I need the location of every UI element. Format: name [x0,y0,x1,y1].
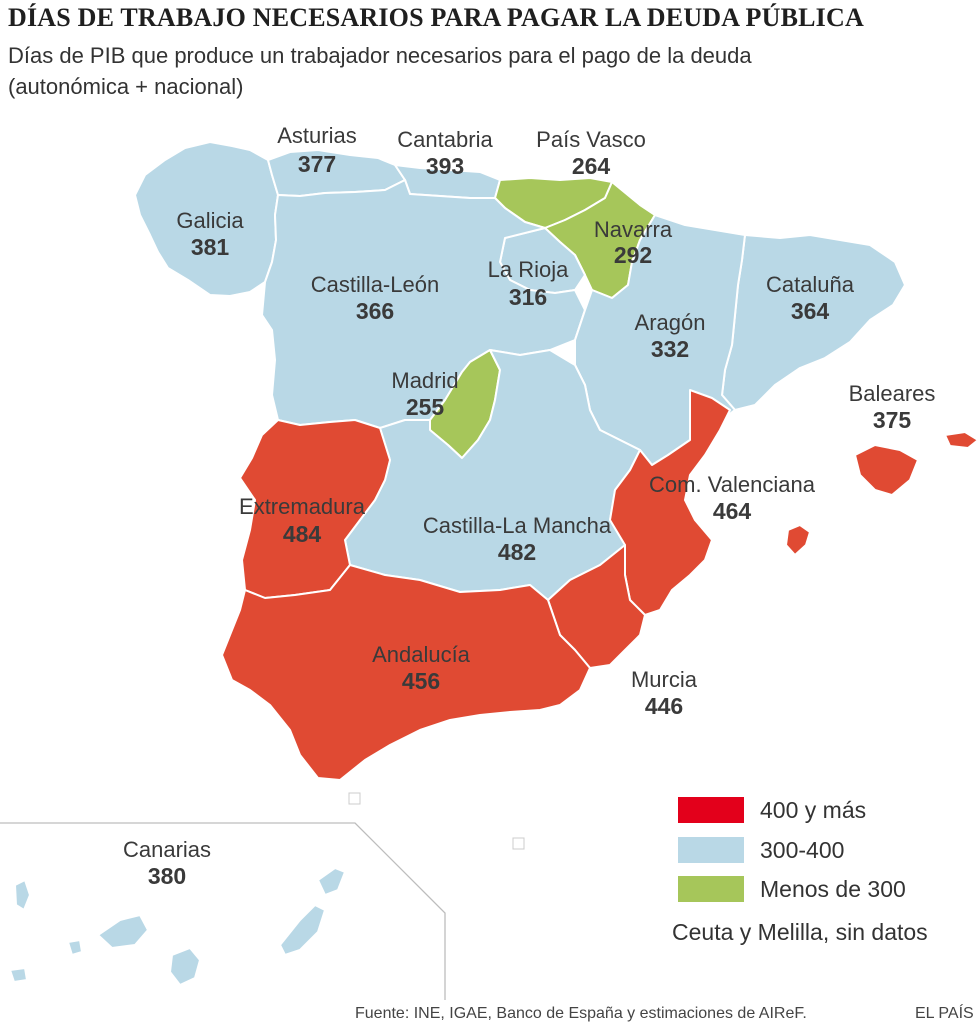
svg-text:Cantabria: Cantabria [397,127,493,152]
label-castilla-la-mancha: Castilla-La Mancha 482 [423,513,612,565]
svg-text:482: 482 [498,539,536,565]
svg-text:484: 484 [283,521,322,547]
page-title: DÍAS DE TRABAJO NECESARIOS PARA PAGAR LA… [8,3,864,32]
region-canarias-la-palma [14,879,31,911]
region-canarias-lanzarote [317,867,346,896]
label-canarias: Canarias 380 [123,837,211,889]
svg-text:La Rioja: La Rioja [488,257,569,282]
region-canarias-el-hierro [9,967,28,983]
svg-text:Aragón: Aragón [635,310,706,335]
legend-swatch-high [678,797,744,823]
svg-text:Cataluña: Cataluña [766,272,855,297]
melilla-marker [512,837,525,850]
legend-item-high: 400 y más [678,795,866,825]
svg-text:Navarra: Navarra [594,217,673,242]
legend-swatch-mid [678,837,744,863]
region-canarias-la-gomera [67,939,83,956]
svg-text:380: 380 [148,863,186,889]
label-murcia: Murcia 446 [631,667,698,719]
svg-text:375: 375 [873,407,912,433]
label-aragon: Aragón 332 [635,310,706,362]
svg-text:364: 364 [791,298,830,324]
region-canarias-gran-canaria [169,947,201,986]
legend-item-low: Menos de 300 [678,874,906,904]
label-galicia: Galicia 381 [176,208,244,260]
svg-text:446: 446 [645,693,683,719]
page-subtitle: Días de PIB que produce un trabajador ne… [8,43,752,99]
svg-text:Com. Valenciana: Com. Valenciana [649,472,816,497]
legend-label-high: 400 y más [760,796,867,823]
svg-text:255: 255 [406,394,445,420]
legend-label-mid: 300-400 [760,836,845,863]
brand-credit: EL PAÍS [915,1005,974,1022]
region-canarias-tenerife [97,914,149,949]
svg-text:Asturias: Asturias [277,123,356,148]
label-madrid: Madrid 255 [391,368,458,420]
region-baleares-menorca [944,431,979,449]
label-valenciana: Com. Valenciana 464 [649,472,816,524]
legend-swatch-low [678,876,744,902]
source-note: Fuente: INE, IGAE, Banco de España y est… [355,1005,807,1022]
legend-item-mid: 300-400 [678,835,844,865]
svg-text:381: 381 [191,234,230,260]
svg-text:332: 332 [651,336,689,362]
svg-text:Extremadura: Extremadura [239,494,366,519]
label-andalucia: Andalucía 456 [372,642,471,694]
label-asturias: Asturias 377 [277,123,356,177]
svg-text:264: 264 [572,153,611,179]
svg-text:Canarias: Canarias [123,837,211,862]
legend-label-low: Menos de 300 [760,875,906,902]
region-baleares [854,444,919,496]
svg-text:Castilla-La Mancha: Castilla-La Mancha [423,513,612,538]
svg-text:Murcia: Murcia [631,667,698,692]
canarias-inset-frame [0,822,446,1000]
region-andalucia [221,564,591,781]
svg-text:366: 366 [356,298,394,324]
region-valenciana [609,389,731,616]
svg-text:Castilla-León: Castilla-León [311,272,439,297]
region-baleares-ibiza [785,524,811,556]
label-extremadura: Extremadura 484 [239,494,366,547]
svg-text:Madrid: Madrid [391,368,458,393]
label-navarra: Navarra 292 [594,217,673,268]
label-cataluna: Cataluña 364 [766,272,855,324]
ceuta-marker [348,792,361,805]
svg-text:Baleares: Baleares [849,381,936,406]
svg-text:País Vasco: País Vasco [536,127,646,152]
label-pais-vasco: País Vasco 264 [536,127,646,179]
svg-text:456: 456 [402,668,440,694]
svg-text:292: 292 [614,242,652,268]
label-la-rioja: La Rioja 316 [488,257,569,310]
svg-text:464: 464 [713,498,752,524]
label-castilla-leon: Castilla-León 366 [311,272,439,324]
legend-no-data-note: Ceuta y Melilla, sin datos [672,919,928,945]
svg-text:393: 393 [426,153,464,179]
svg-text:Andalucía: Andalucía [372,642,471,667]
svg-text:316: 316 [509,284,547,310]
svg-text:377: 377 [298,151,336,177]
label-cantabria: Cantabria 393 [397,127,493,179]
label-baleares: Baleares 375 [849,381,936,433]
svg-text:Galicia: Galicia [176,208,244,233]
region-canarias-fuerteventura [279,904,326,956]
